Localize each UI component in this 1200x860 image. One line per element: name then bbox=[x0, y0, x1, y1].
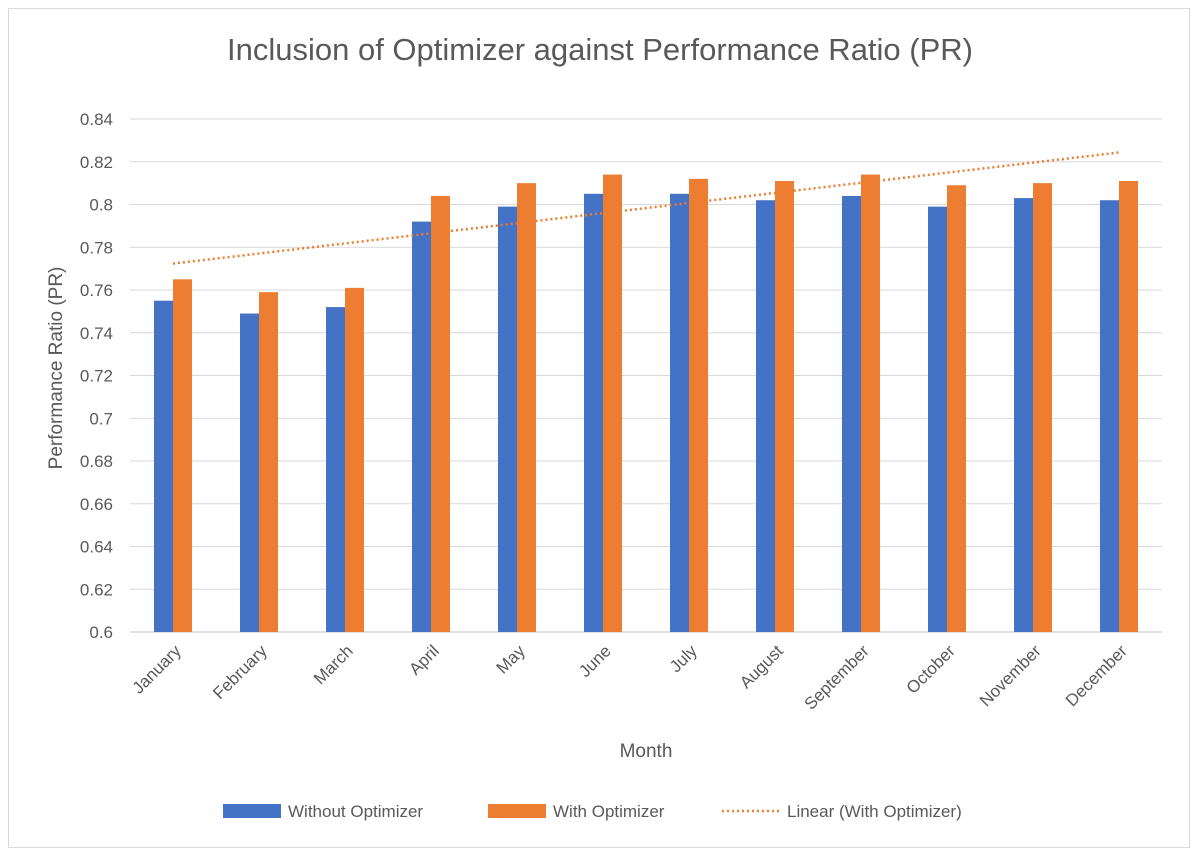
y-tick-label: 0.72 bbox=[80, 367, 113, 386]
legend-label: Without Optimizer bbox=[288, 802, 423, 821]
x-tick-label: October bbox=[903, 641, 959, 697]
bar-without-optimizer-november bbox=[1014, 198, 1033, 632]
bar-without-optimizer-december bbox=[1100, 200, 1119, 632]
bar-with-optimizer-july bbox=[689, 178, 708, 632]
legend: Without Optimizer With Optimizer Linear (W… bbox=[223, 802, 962, 821]
bar-with-optimizer-february bbox=[259, 292, 278, 632]
y-tick-label: 0.8 bbox=[89, 196, 113, 215]
y-axis-ticks: 0.6 0.62 0.64 0.66 0.68 0.7 0.72 0.74 0.76 0.78 0.… bbox=[80, 110, 113, 642]
x-tick-label: June bbox=[575, 641, 615, 681]
bar-with-optimizer-december bbox=[1119, 180, 1138, 633]
bar-without-optimizer-june bbox=[584, 193, 603, 632]
bar-without-optimizer-march bbox=[326, 307, 345, 632]
bar-without-optimizer-february bbox=[240, 313, 259, 632]
legend-swatch bbox=[488, 804, 546, 818]
bar-with-optimizer-january bbox=[173, 279, 192, 632]
x-tick-label: April bbox=[405, 641, 442, 678]
y-tick-label: 0.84 bbox=[80, 110, 113, 129]
bar-with-optimizer-may bbox=[517, 183, 536, 632]
y-tick-label: 0.64 bbox=[80, 538, 113, 557]
chart-title: Inclusion of Optimizer against Performan… bbox=[227, 32, 973, 67]
legend-swatch bbox=[223, 804, 281, 818]
y-tick-label: 0.76 bbox=[80, 281, 113, 300]
bar-with-optimizer-november bbox=[1033, 183, 1052, 632]
x-tick-label: July bbox=[666, 641, 701, 676]
gridlines bbox=[130, 118, 1162, 633]
bar-with-optimizer-june bbox=[603, 174, 622, 632]
x-tick-label: November bbox=[976, 641, 1045, 710]
bars bbox=[154, 174, 1138, 633]
bar-with-optimizer-september bbox=[861, 174, 880, 632]
bar-without-optimizer-october bbox=[928, 206, 947, 632]
x-axis-ticks: January February March April May June July Augu… bbox=[129, 641, 1131, 714]
y-tick-label: 0.62 bbox=[80, 580, 113, 599]
x-tick-label: September bbox=[801, 641, 873, 713]
bar-without-optimizer-may bbox=[498, 206, 517, 632]
x-tick-label: March bbox=[310, 641, 357, 688]
bar-with-optimizer-march bbox=[345, 287, 364, 632]
y-tick-label: 0.68 bbox=[80, 452, 113, 471]
legend-label: Linear (With Optimizer) bbox=[787, 802, 962, 821]
x-tick-label: May bbox=[493, 641, 529, 677]
y-tick-label: 0.7 bbox=[89, 409, 113, 428]
bar-with-optimizer-august bbox=[775, 180, 794, 633]
trendline-with-optimizer bbox=[172, 151, 1120, 265]
legend-label: With Optimizer bbox=[553, 802, 665, 821]
trendline bbox=[172, 151, 1120, 265]
bar-without-optimizer-august bbox=[756, 200, 775, 632]
x-axis-label: Month bbox=[620, 741, 673, 762]
y-tick-label: 0.74 bbox=[80, 324, 113, 343]
bar-with-optimizer-october bbox=[947, 185, 966, 632]
y-tick-label: 0.66 bbox=[80, 495, 113, 514]
bar-without-optimizer-july bbox=[670, 193, 689, 632]
x-tick-label: August bbox=[736, 641, 787, 692]
bar-without-optimizer-september bbox=[842, 195, 861, 632]
x-tick-label: December bbox=[1062, 641, 1131, 710]
y-tick-label: 0.78 bbox=[80, 238, 113, 257]
x-tick-label: February bbox=[209, 641, 271, 703]
bar-without-optimizer-january bbox=[154, 300, 173, 632]
bar-without-optimizer-april bbox=[412, 221, 431, 632]
y-tick-label: 0.6 bbox=[89, 623, 113, 642]
x-tick-label: January bbox=[129, 641, 186, 698]
y-axis-label: Performance Ratio (PR) bbox=[46, 267, 67, 470]
y-tick-label: 0.82 bbox=[80, 153, 113, 172]
bar-with-optimizer-april bbox=[431, 195, 450, 632]
